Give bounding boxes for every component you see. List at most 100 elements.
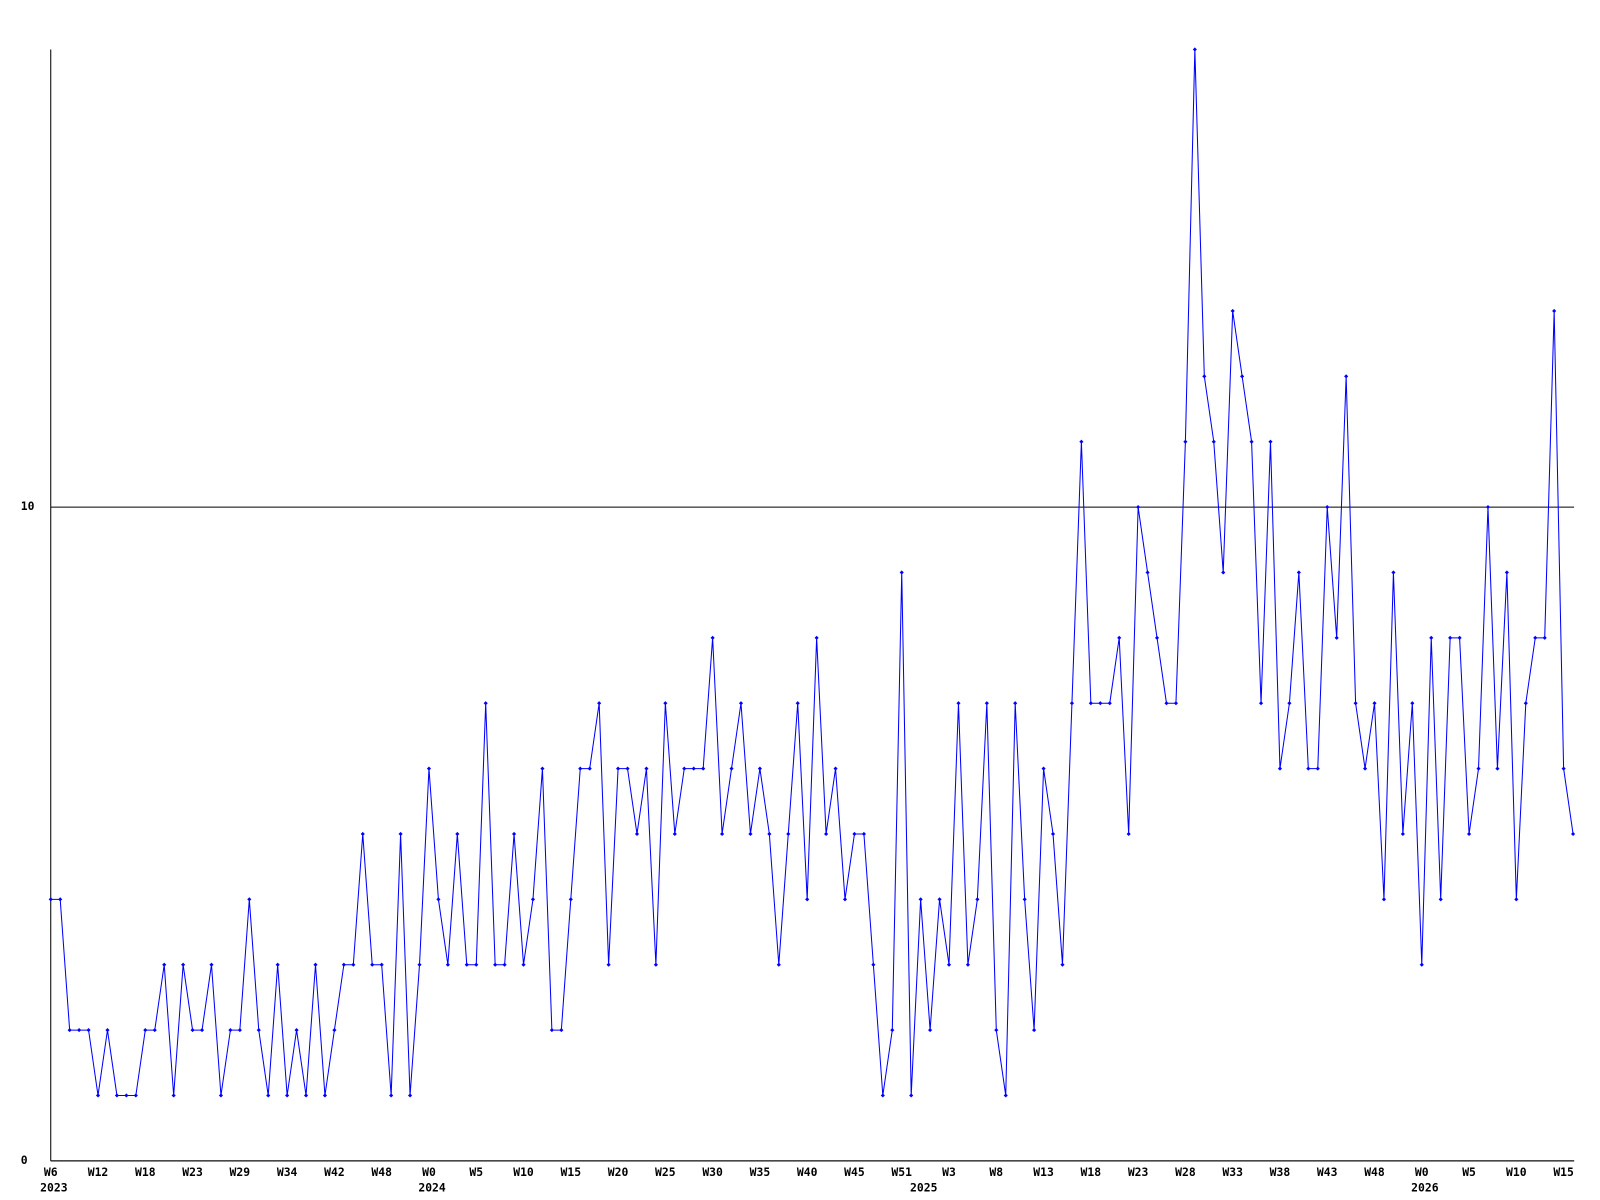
marker	[1003, 1093, 1008, 1098]
marker	[313, 962, 318, 967]
marker	[871, 962, 876, 967]
x-tick-label: W0	[422, 1165, 436, 1179]
marker	[124, 1093, 129, 1098]
marker	[606, 962, 611, 967]
marker	[1277, 766, 1283, 771]
x-tick-label: W42	[324, 1165, 345, 1179]
marker	[143, 1028, 148, 1033]
marker	[1221, 570, 1226, 575]
marker	[370, 962, 375, 967]
marker	[1079, 439, 1084, 444]
marker	[1069, 701, 1075, 706]
marker	[682, 766, 687, 771]
marker	[341, 962, 346, 967]
marker	[701, 766, 706, 771]
marker	[389, 1093, 394, 1098]
x-tick-label: W0	[1415, 1165, 1429, 1179]
marker	[530, 897, 536, 902]
marker	[332, 1028, 337, 1033]
marker	[351, 962, 356, 967]
marker	[1485, 505, 1491, 510]
x-year-label: 2024	[418, 1181, 446, 1195]
marker	[767, 831, 772, 837]
marker	[578, 766, 583, 771]
marker	[1117, 635, 1122, 640]
marker	[237, 1028, 242, 1033]
marker	[1476, 766, 1481, 771]
x-tick-label: W23	[182, 1165, 203, 1179]
marker	[511, 831, 517, 837]
marker	[890, 1028, 895, 1033]
x-tick-label: W18	[135, 1165, 156, 1179]
x-tick-label: W23	[1128, 1165, 1149, 1179]
marker	[1211, 439, 1216, 444]
marker	[852, 831, 857, 837]
marker	[1230, 308, 1235, 314]
marker	[1060, 962, 1065, 967]
marker	[502, 962, 507, 967]
marker	[105, 1028, 110, 1033]
marker	[275, 962, 280, 967]
marker	[748, 831, 753, 837]
x-tick-label: W38	[1270, 1165, 1291, 1179]
marker	[1107, 701, 1112, 706]
x-tick-label: W33	[1222, 1165, 1243, 1179]
marker	[842, 897, 848, 902]
marker	[1429, 635, 1434, 640]
x-tick-label: W18	[1081, 1165, 1102, 1179]
marker	[1438, 897, 1443, 902]
marker	[455, 831, 460, 837]
marker	[228, 1028, 233, 1033]
marker	[1381, 897, 1387, 902]
marker	[48, 897, 53, 902]
marker	[814, 635, 819, 640]
x-tick-label: W40	[797, 1165, 818, 1179]
marker	[181, 962, 186, 967]
x-tick-label: W15	[561, 1165, 582, 1179]
x-tick-label: W3	[942, 1165, 956, 1179]
marker	[918, 897, 923, 902]
marker	[521, 962, 526, 967]
marker	[1268, 439, 1273, 444]
marker	[729, 766, 734, 771]
marker	[1334, 635, 1339, 640]
x-tick-label: W30	[702, 1165, 723, 1179]
line	[50, 49, 1574, 1096]
marker	[190, 1028, 195, 1033]
marker	[114, 1093, 120, 1098]
marker	[1362, 766, 1368, 771]
marker	[559, 1028, 564, 1033]
marker	[256, 1028, 261, 1033]
y-tick-label: 10	[21, 499, 35, 513]
marker	[975, 897, 980, 902]
marker	[1495, 766, 1500, 771]
x-tick-label: W8	[989, 1165, 1003, 1179]
marker	[294, 1028, 299, 1033]
marker	[634, 831, 640, 837]
marker	[407, 1093, 413, 1098]
marker	[937, 897, 942, 902]
marker	[398, 831, 403, 837]
x-tick-label: W34	[277, 1165, 298, 1179]
marker	[540, 766, 545, 771]
marker	[1088, 701, 1093, 706]
marker	[720, 831, 725, 837]
x-year-label: 2025	[910, 1181, 938, 1195]
marker	[95, 1093, 101, 1098]
marker	[1287, 701, 1292, 706]
marker	[1173, 701, 1179, 706]
marker	[493, 962, 498, 967]
marker	[1391, 570, 1396, 575]
marker	[757, 766, 762, 771]
marker	[218, 1093, 224, 1098]
marker	[1154, 635, 1160, 640]
x-tick-label: W48	[1364, 1165, 1385, 1179]
marker	[1542, 635, 1547, 640]
marker	[1561, 766, 1566, 771]
x-tick-label: W48	[371, 1165, 392, 1179]
marker	[303, 1093, 309, 1098]
marker	[1410, 701, 1415, 706]
x-tick-label: W12	[88, 1165, 109, 1179]
marker	[1183, 439, 1188, 444]
